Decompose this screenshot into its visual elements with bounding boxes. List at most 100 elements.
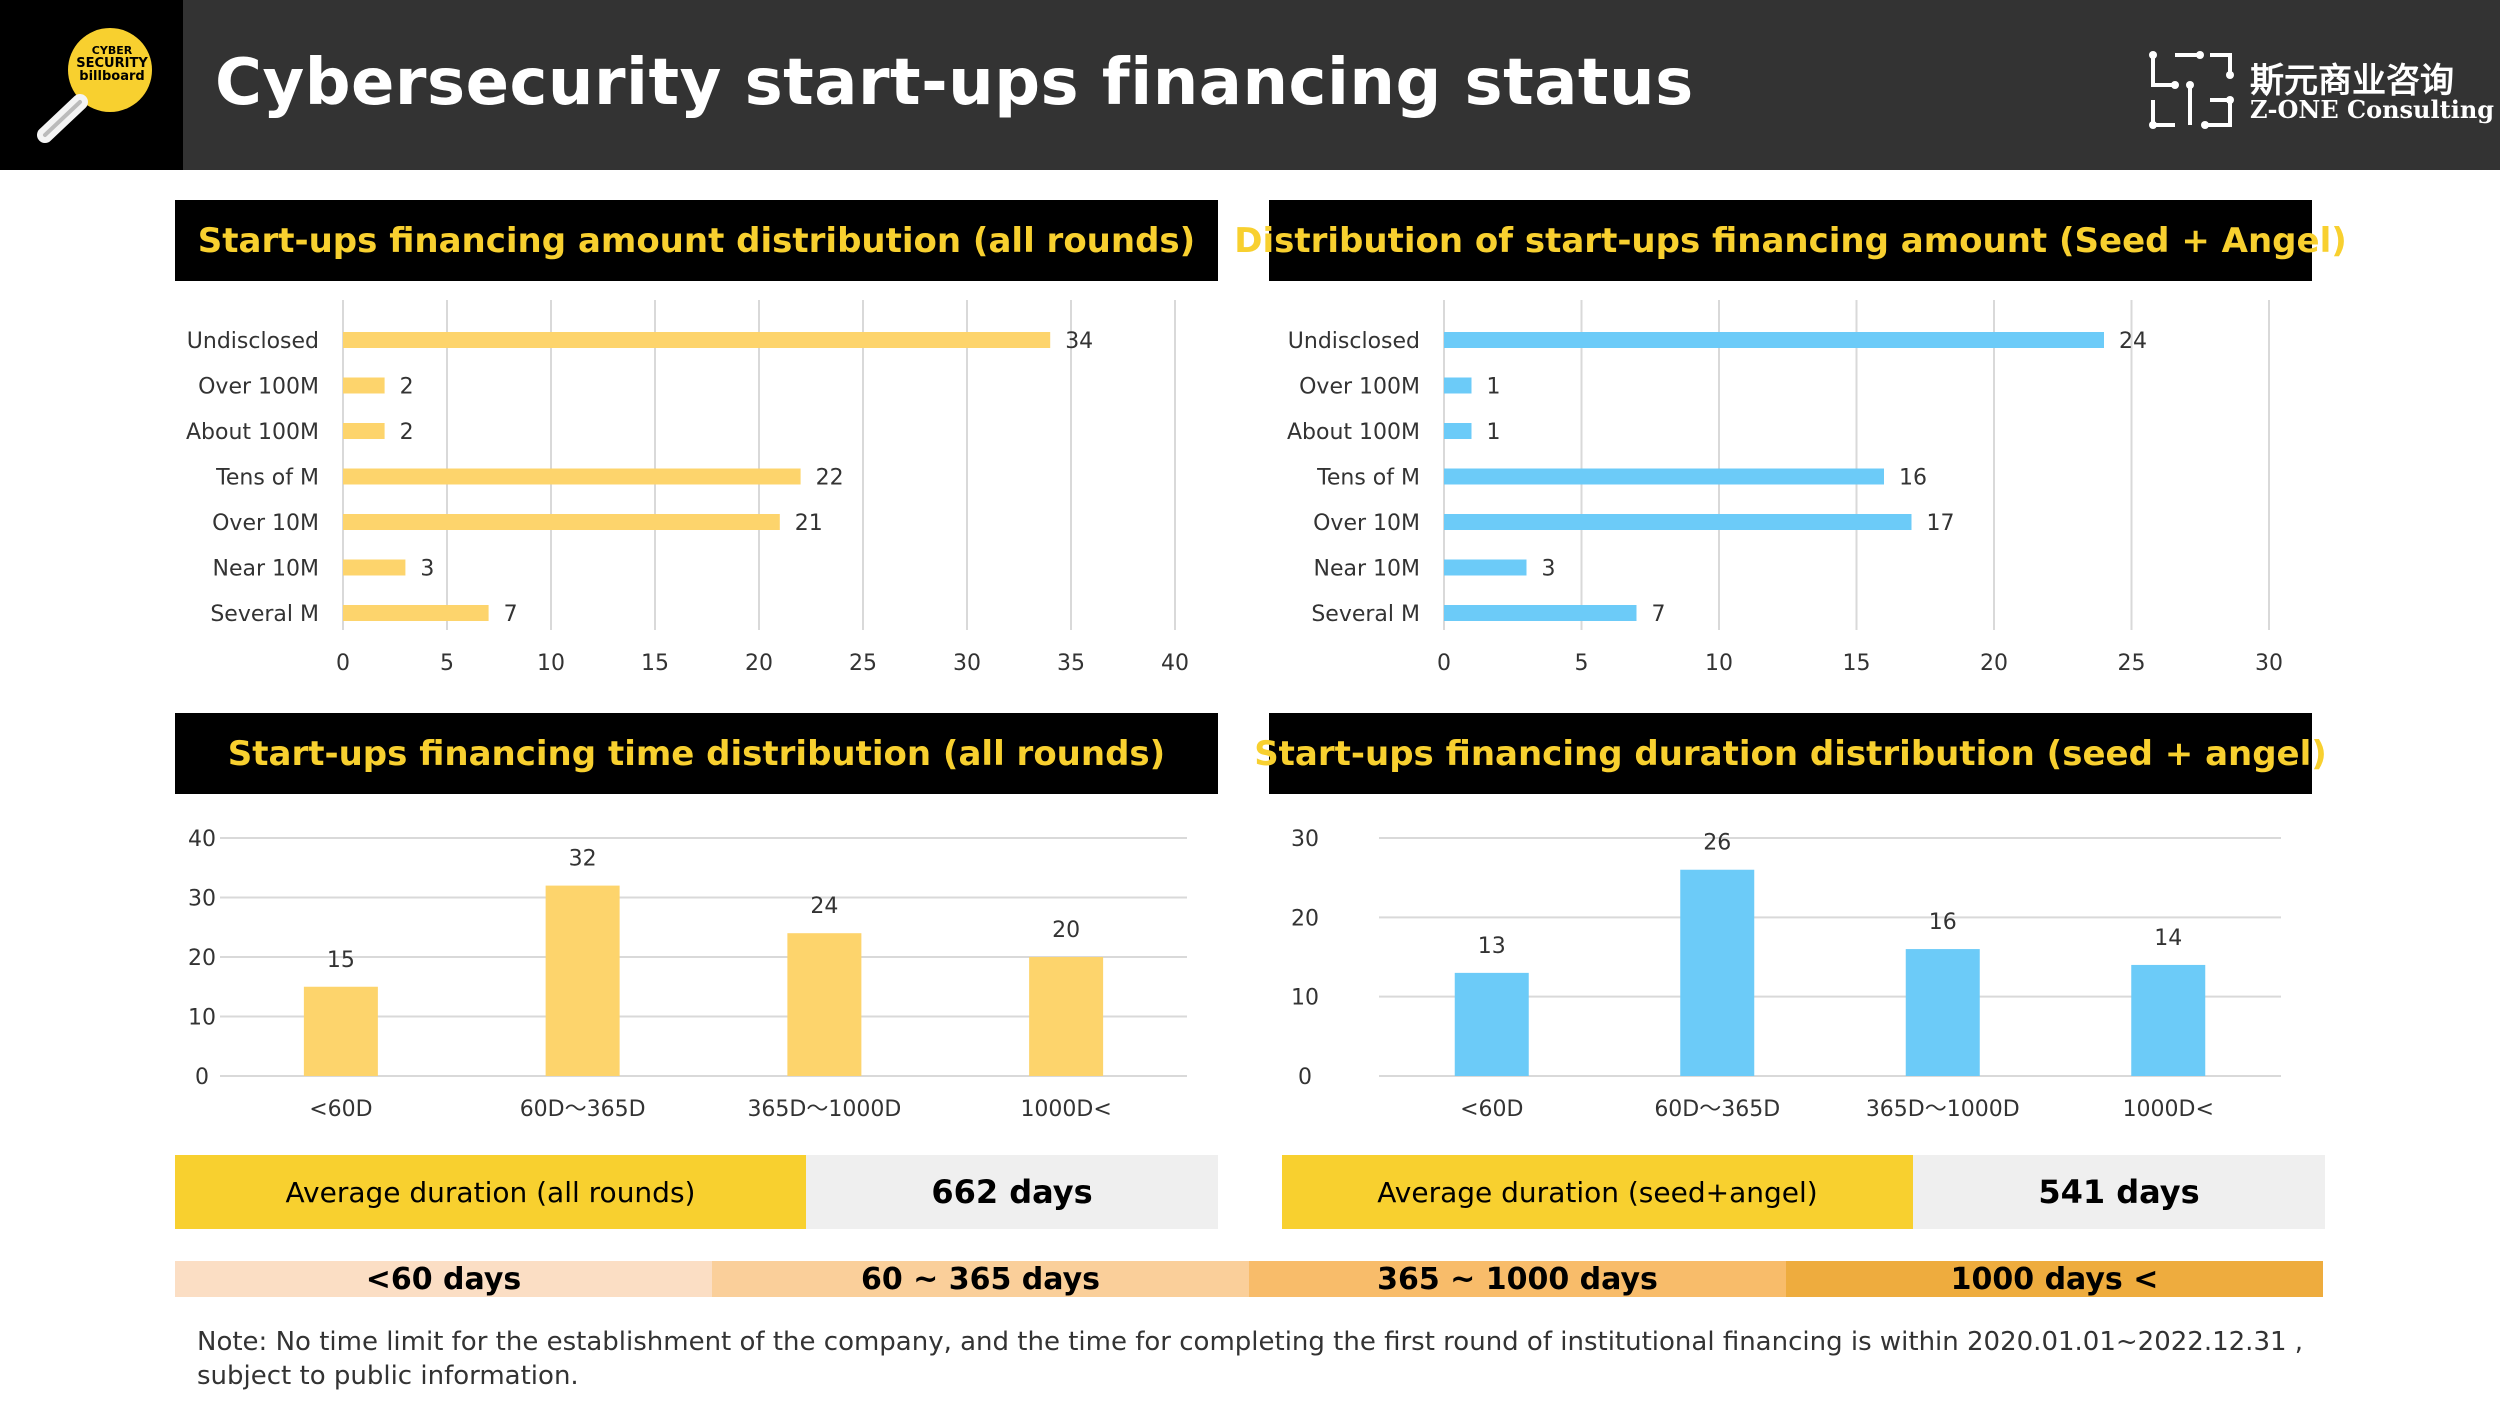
bar <box>343 605 489 621</box>
y-tick-label: 30 <box>188 887 216 912</box>
bar <box>545 885 620 1076</box>
category-label: 365D～1000D <box>747 1097 901 1122</box>
category-label: <60D <box>1460 1097 1523 1122</box>
x-tick-label: 35 <box>1057 651 1085 676</box>
category-label: Over 100M <box>198 375 319 400</box>
x-tick-label: 15 <box>1843 651 1871 676</box>
category-label: Tens of M <box>1316 466 1420 491</box>
bar <box>343 332 1051 348</box>
x-tick-label: 25 <box>849 651 877 676</box>
x-tick-label: 10 <box>537 651 565 676</box>
panel-title-amount-all: Start-ups financing amount distribution … <box>175 200 1218 281</box>
category-label: Over 10M <box>1313 511 1420 536</box>
data-label: 24 <box>810 894 838 919</box>
data-label: 3 <box>420 557 434 582</box>
y-tick-label: 20 <box>1291 906 1319 931</box>
category-label: Several M <box>1311 602 1420 627</box>
x-tick-label: 0 <box>1437 651 1451 676</box>
page-title: Cybersecurity start-ups financing status <box>215 46 1694 120</box>
bar <box>1029 957 1104 1076</box>
data-label: 17 <box>1927 511 1955 536</box>
x-tick-label: 0 <box>336 651 350 676</box>
bar <box>343 468 801 485</box>
y-tick-label: 40 <box>188 827 216 852</box>
data-label: 3 <box>1542 557 1556 582</box>
legend-365-1000: 365 ~ 1000 days <box>1249 1261 1786 1297</box>
data-label: 20 <box>1052 918 1080 943</box>
data-label: 7 <box>504 602 518 627</box>
y-tick-label: 20 <box>188 946 216 971</box>
chart-duration-seed: 0 10 20 30 13 <60D 26 60D～365D 16 365D～1000D 14 100… <box>1291 827 2281 1122</box>
data-label: 21 <box>795 511 823 536</box>
category-label: 365D～1000D <box>1866 1097 2020 1122</box>
x-tick-label: 20 <box>1980 651 2008 676</box>
logo: CYBER SECURITY billboard <box>0 0 183 170</box>
bar <box>2131 964 2206 1076</box>
bar <box>1680 869 1755 1076</box>
category-label: Tens of M <box>215 466 319 491</box>
data-label: 24 <box>2119 329 2147 354</box>
y-tick-label: 10 <box>188 1006 216 1031</box>
bar <box>343 514 780 530</box>
average-all-label: Average duration (all rounds) <box>175 1155 806 1229</box>
duration-legend-band: <60 days 60 ~ 365 days 365 ~ 1000 days 1… <box>175 1261 2323 1297</box>
x-tick-label: 30 <box>2255 651 2283 676</box>
bar <box>787 933 862 1076</box>
data-label: 22 <box>816 466 844 491</box>
logo-text-line1: CYBER <box>92 44 133 57</box>
category-label: 1000D< <box>2123 1097 2214 1122</box>
x-tick-label: 15 <box>641 651 669 676</box>
x-tick-label: 5 <box>440 651 454 676</box>
chart-time-all: 0 10 20 30 40 15 <60D 32 60D～365D 24 365D～1000D 20 1… <box>188 827 1187 1122</box>
y-tick-label: 30 <box>1291 827 1319 852</box>
category-label: About 100M <box>1287 420 1420 445</box>
chart-amount-all: 0 5 10 15 20 25 30 35 40 Undisclosed 34 Over 100M 2 A… <box>186 300 1189 676</box>
x-tick-label: 10 <box>1705 651 1733 676</box>
chart-amount-seed: 0 5 10 15 20 25 30 Undisclosed 24 Over 100M 1 About… <box>1287 300 2283 676</box>
data-label: 7 <box>1652 602 1666 627</box>
x-tick-label: 30 <box>953 651 981 676</box>
average-all-value: 662 days <box>806 1155 1218 1229</box>
bar <box>1444 559 1527 576</box>
category-label: Near 10M <box>213 557 320 582</box>
y-tick-label: 0 <box>1298 1065 1312 1090</box>
bar <box>343 559 406 576</box>
category-label: 60D～365D <box>520 1097 646 1122</box>
data-label: 13 <box>1478 934 1506 959</box>
category-label: Undisclosed <box>187 329 319 354</box>
y-tick-label: 0 <box>195 1065 209 1090</box>
footnote: Note: No time limit for the establishmen… <box>197 1327 2304 1391</box>
average-seed-label: Average duration (seed+angel) <box>1282 1155 1913 1229</box>
bar <box>1444 514 1912 530</box>
bar <box>1444 423 1472 439</box>
x-tick-label: 5 <box>1575 651 1589 676</box>
legend-60-365: 60 ~ 365 days <box>712 1261 1249 1297</box>
data-label: 14 <box>2154 926 2182 951</box>
average-all-rounds: Average duration (all rounds) 662 days <box>175 1155 1218 1229</box>
category-label: Undisclosed <box>1288 329 1420 354</box>
x-tick-label: 20 <box>745 651 773 676</box>
y-tick-label: 10 <box>1291 986 1319 1011</box>
data-label: 34 <box>1065 329 1093 354</box>
data-label: 16 <box>1899 466 1927 491</box>
category-label: Over 100M <box>1299 375 1420 400</box>
average-seed-value: 541 days <box>1913 1155 2325 1229</box>
bar <box>1444 377 1472 394</box>
logo-text-line3: billboard <box>79 69 144 84</box>
data-label: 2 <box>400 375 414 400</box>
bar <box>343 377 385 394</box>
data-label: 1 <box>1487 375 1501 400</box>
x-tick-label: 40 <box>1161 651 1189 676</box>
category-label: Several M <box>210 602 319 627</box>
category-label: 60D～365D <box>1654 1097 1780 1122</box>
category-label: <60D <box>309 1097 372 1122</box>
data-label: 16 <box>1929 910 1957 935</box>
bar <box>343 423 385 439</box>
bar <box>1454 972 1529 1076</box>
bar <box>1444 605 1637 621</box>
bar <box>1444 468 1884 485</box>
x-tick-label: 25 <box>2118 651 2146 676</box>
brand-name-cn: 斯元商业咨询 <box>2250 61 2454 101</box>
category-label: Near 10M <box>1314 557 1421 582</box>
bar <box>1905 949 1980 1076</box>
